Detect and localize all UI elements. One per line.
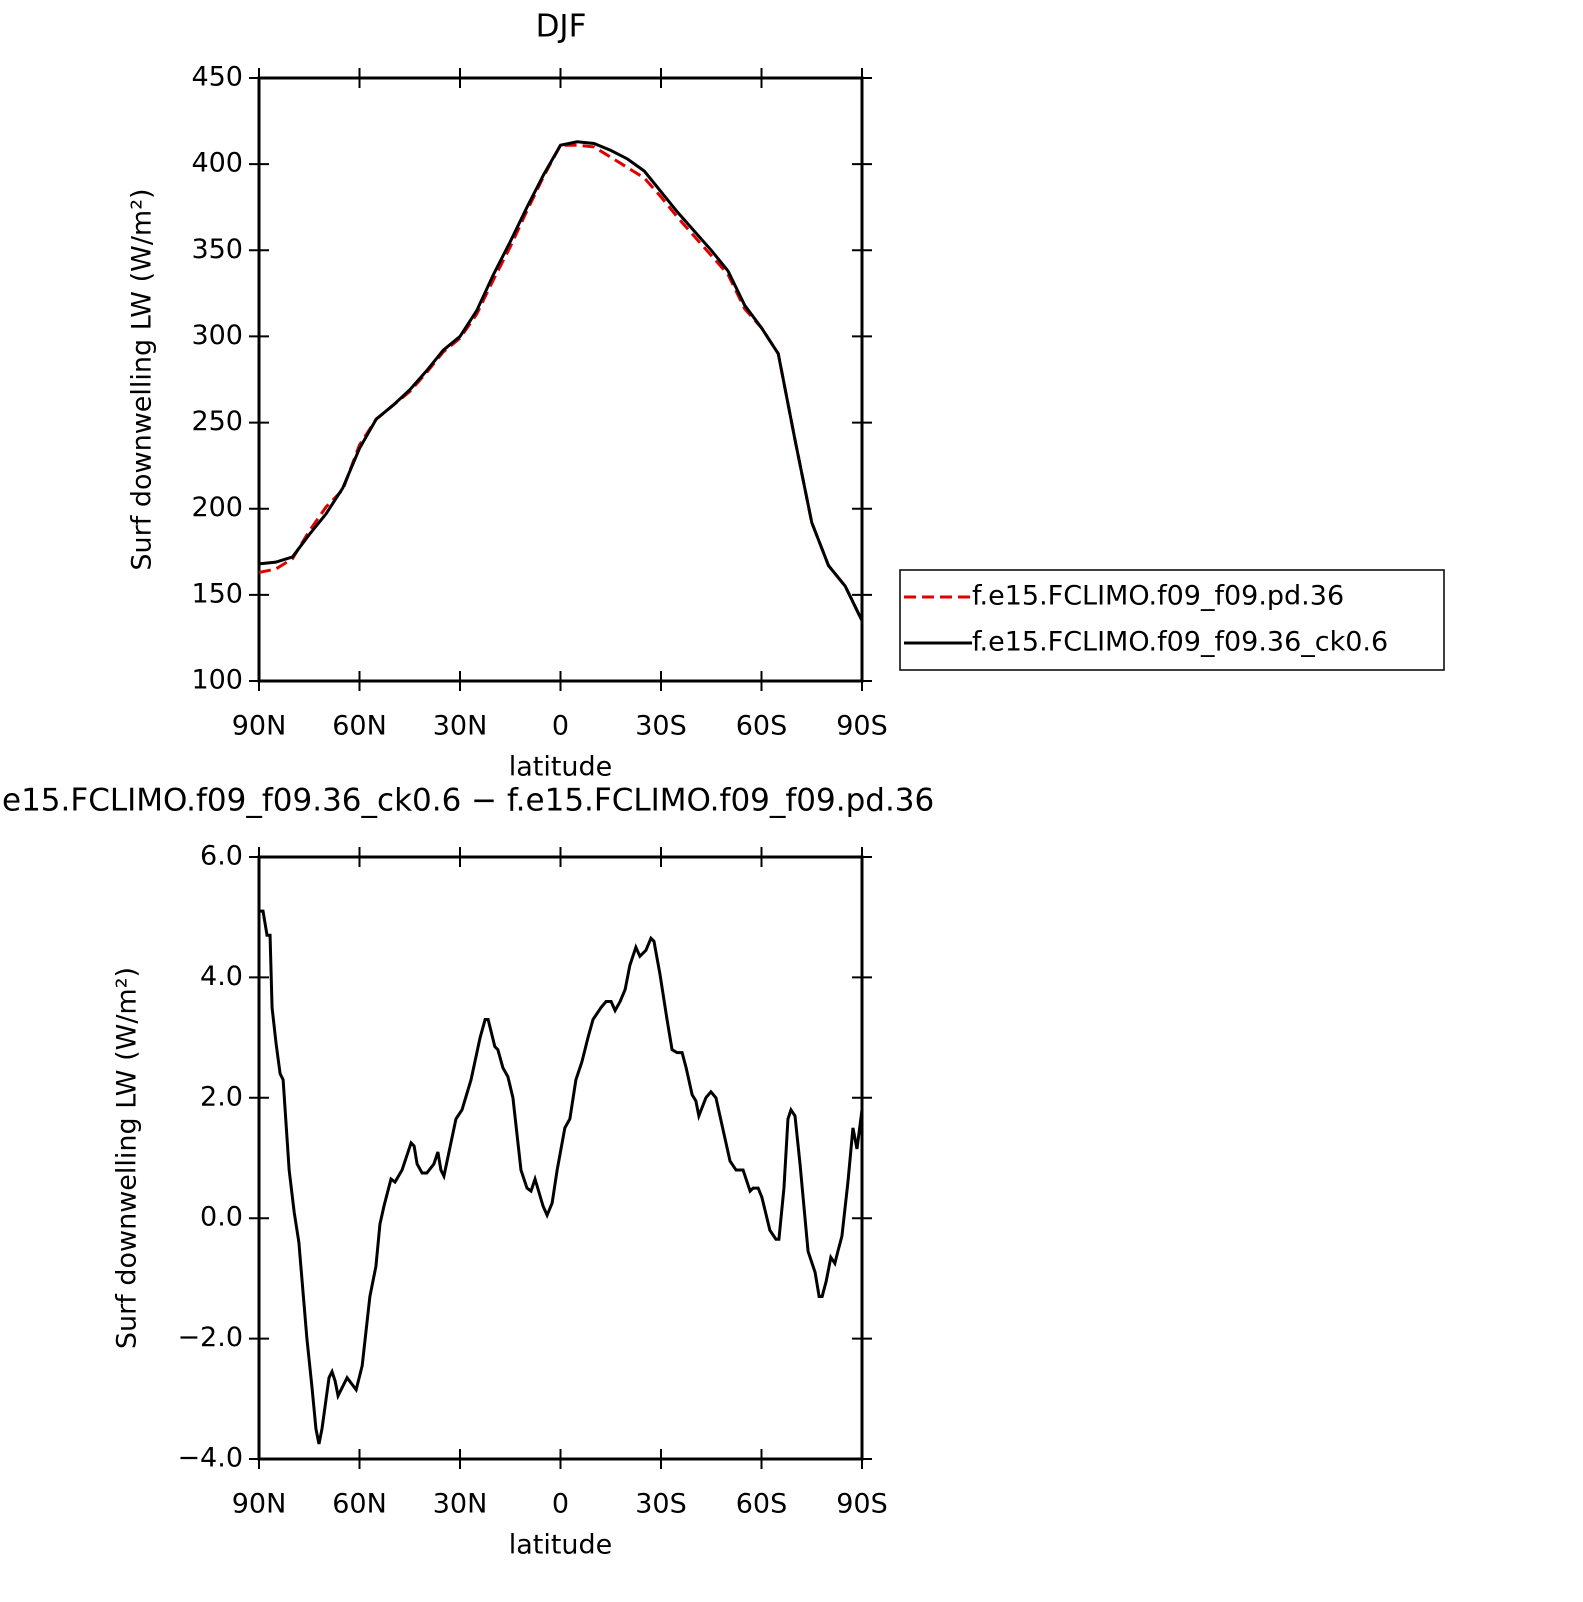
y-tick-label: 200 <box>191 492 243 523</box>
plot-frame <box>257 76 864 683</box>
y-tick-label: 0.0 <box>200 1202 243 1233</box>
y-tick-label: 400 <box>191 148 243 179</box>
x-tick-label: 60N <box>332 1489 387 1520</box>
x-tick-label: 0 <box>552 711 569 742</box>
x-tick-label: 30N <box>433 1489 488 1520</box>
data-line <box>258 140 864 622</box>
y-tick-label: 6.0 <box>200 841 243 872</box>
x-tick-label: 90S <box>836 1489 888 1520</box>
chart-title: DJF <box>536 9 587 45</box>
y-axis-label: Surf downwelling LW (W/m²) <box>127 188 158 570</box>
chart-title: e15.FCLIMO.f09_f09.36_ck0.6 − f.e15.FCLI… <box>2 783 934 819</box>
y-tick-label: 2.0 <box>200 1081 243 1112</box>
legend-box <box>899 569 1445 671</box>
x-axis-label: latitude <box>509 752 613 783</box>
data-line <box>259 909 864 1445</box>
x-tick-label: 30N <box>433 711 488 742</box>
y-tick-label: 150 <box>191 578 243 609</box>
x-tick-label: 60N <box>332 711 387 742</box>
y-tick-label: −4.0 <box>177 1443 243 1474</box>
y-tick-label: 450 <box>191 62 243 93</box>
y-tick-label: 100 <box>191 665 243 696</box>
y-tick-label: −2.0 <box>177 1322 243 1353</box>
x-axis-label: latitude <box>509 1530 613 1561</box>
legend-label: f.e15.FCLIMO.f09_f09.36_ck0.6 <box>972 627 1388 658</box>
x-tick-label: 30S <box>635 1489 687 1520</box>
x-tick-label: 90N <box>232 1489 287 1520</box>
x-tick-label: 0 <box>552 1489 569 1520</box>
y-tick-label: 250 <box>191 406 243 437</box>
y-tick-label: 350 <box>191 234 243 265</box>
x-tick-label: 30S <box>635 711 687 742</box>
data-line <box>258 143 864 622</box>
x-tick-label: 60S <box>736 1489 788 1520</box>
x-tick-label: 90N <box>232 711 287 742</box>
y-axis-label: Surf downwelling LW (W/m²) <box>112 967 143 1349</box>
x-tick-label: 90S <box>836 711 888 742</box>
y-tick-label: 300 <box>191 320 243 351</box>
legend-label: f.e15.FCLIMO.f09_f09.pd.36 <box>972 581 1344 612</box>
y-tick-label: 4.0 <box>200 961 243 992</box>
x-tick-label: 60S <box>736 711 788 742</box>
